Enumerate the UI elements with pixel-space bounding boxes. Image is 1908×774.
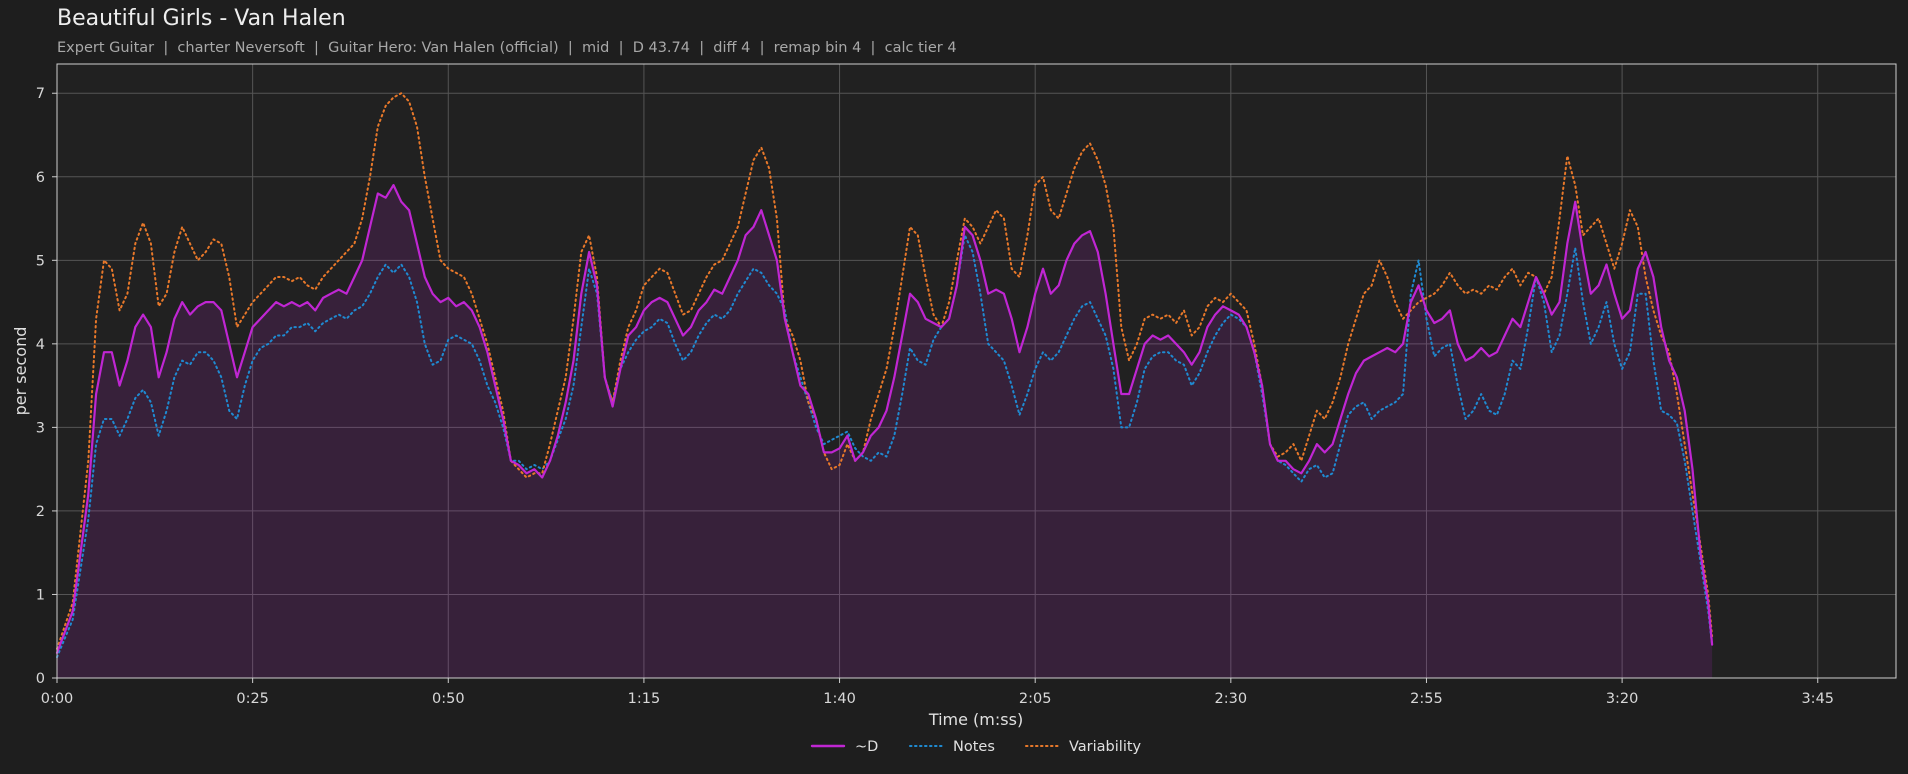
y-tick-label: 6 <box>36 170 45 186</box>
chart-title: Beautiful Girls - Van Halen <box>57 6 346 31</box>
y-tick-label: 0 <box>36 671 45 687</box>
x-tick-label: 0:50 <box>432 691 465 707</box>
chart-subtitle: Expert Guitar | charter Neversoft | Guit… <box>57 40 957 56</box>
plot-background <box>57 64 1896 678</box>
y-axis-ticks: 0 1 2 3 4 5 6 7 <box>36 86 57 687</box>
y-tick-label: 5 <box>36 253 45 269</box>
x-tick-label: 1:40 <box>823 691 856 707</box>
plot-frame <box>56 63 1897 679</box>
x-tick-label: 2:55 <box>1410 691 1443 707</box>
y-tick-label: 3 <box>36 420 45 436</box>
y-tick-label: 7 <box>36 86 45 102</box>
x-tick-label: 0:00 <box>41 691 74 707</box>
x-axis-ticks: 0:00 0:25 0:50 1:15 1:40 2:05 2:30 2:55 3:20 3:45 <box>41 678 1834 707</box>
x-tick-label: 3:45 <box>1801 691 1834 707</box>
series-line-variability <box>56 92 1714 650</box>
y-axis-label: per second <box>11 327 30 416</box>
x-tick-label: 0:25 <box>236 691 269 707</box>
series-area-fill <box>57 185 1713 678</box>
y-tick-label: 4 <box>36 337 45 353</box>
y-tick-label: 1 <box>36 587 45 603</box>
area-layer <box>57 185 1713 678</box>
series-line-d <box>55 184 1714 654</box>
legend-label: ~D <box>855 739 878 755</box>
x-tick-label: 2:05 <box>1019 691 1052 707</box>
legend-label: Variability <box>1069 739 1142 755</box>
legend-label: Notes <box>953 739 995 755</box>
y-tick-label: 2 <box>36 504 45 520</box>
series-line-notes <box>56 234 1714 659</box>
x-tick-label: 3:20 <box>1606 691 1639 707</box>
x-axis-label: Time (m:ss) <box>928 710 1023 729</box>
legend: ~D Notes Variability <box>810 739 1142 755</box>
x-tick-label: 2:30 <box>1215 691 1248 707</box>
series-layer <box>55 92 1714 659</box>
x-tick-label: 1:15 <box>628 691 661 707</box>
